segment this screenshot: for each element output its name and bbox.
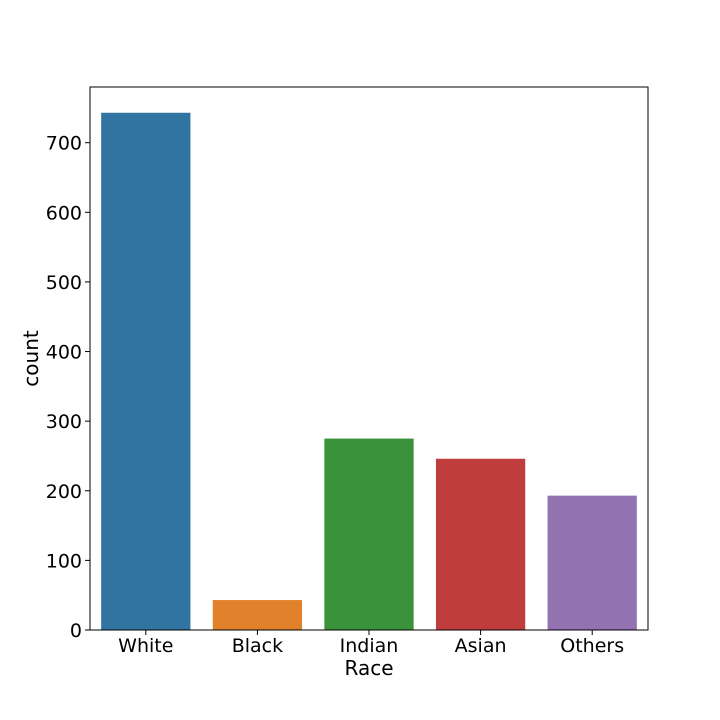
y-tick-label: 300: [46, 411, 82, 433]
x-axis-ticks: White Black Indian Asian Others: [118, 630, 624, 657]
x-axis-label: Race: [344, 656, 393, 680]
bar-white: [101, 112, 191, 630]
y-tick-label: 400: [46, 342, 82, 364]
y-tick-label: 100: [46, 550, 82, 572]
y-tick-label: 200: [46, 481, 82, 503]
x-tick-label: Indian: [340, 635, 399, 657]
bar-asian: [435, 458, 526, 630]
bar-others: [547, 495, 637, 630]
y-tick-label: 600: [46, 202, 82, 224]
bar-indian: [324, 438, 414, 630]
x-tick-label: Asian: [455, 635, 507, 657]
bars-group: [101, 112, 637, 630]
y-axis-label: count: [19, 330, 43, 387]
x-tick-label: White: [118, 635, 173, 657]
y-tick-label: 700: [46, 133, 82, 155]
bar-black: [212, 600, 303, 630]
y-axis-ticks: 0 100 200 300 400 500 600 700: [46, 133, 90, 642]
y-tick-label: 500: [46, 272, 82, 294]
x-tick-label: Black: [232, 635, 283, 657]
y-tick-label: 0: [70, 620, 82, 642]
x-tick-label: Others: [560, 635, 624, 657]
